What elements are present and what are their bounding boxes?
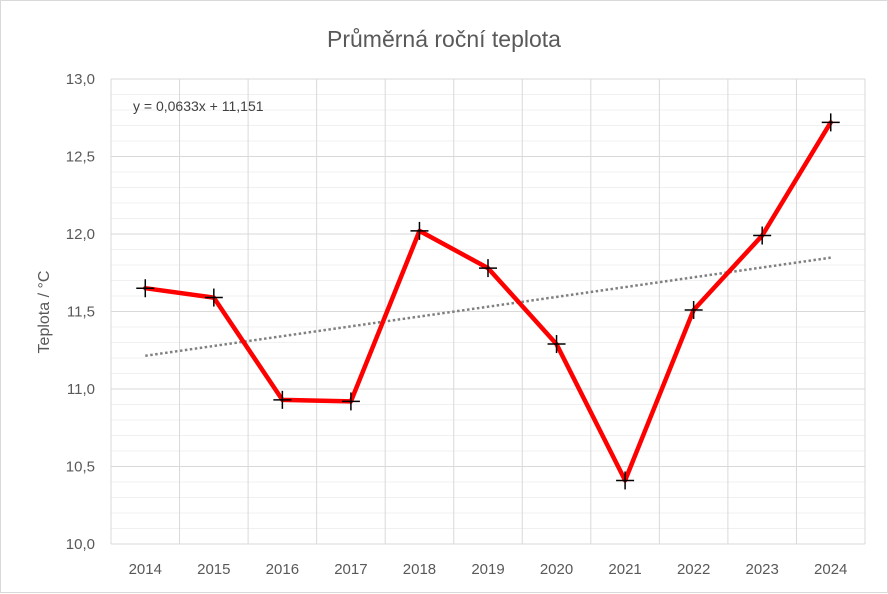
x-axis-tick-labels: 2014 2015 2016 2017 2018 2019 2020 2021 2022 2023… — [129, 561, 848, 578]
series-markers — [136, 113, 840, 490]
y-tick-label: 12,5 — [66, 149, 95, 166]
x-tick-label: 2015 — [197, 561, 230, 578]
data-point-marker — [341, 392, 360, 411]
x-tick-label: 2018 — [403, 561, 436, 578]
data-point-marker — [273, 390, 292, 409]
data-point-marker — [684, 300, 703, 319]
x-tick-label: 2021 — [608, 561, 641, 578]
x-tick-label: 2023 — [745, 561, 778, 578]
trendline — [145, 256, 831, 358]
y-tick-label: 11,5 — [67, 304, 95, 321]
data-point-marker — [547, 335, 566, 354]
x-tick-label: 2016 — [266, 561, 299, 578]
x-tick-label: 2024 — [814, 561, 847, 578]
y-tick-label: 12,0 — [66, 226, 95, 243]
y-axis-tick-labels: 10,0 10,5 11,0 11,5 12,0 12,5 13,0 — [66, 71, 95, 553]
y-tick-label: 13,0 — [66, 71, 95, 88]
y-axis-title: Teplota / °C — [36, 271, 53, 354]
y-tick-label: 10,5 — [66, 459, 95, 476]
chart-title: Průměrná roční teplota — [327, 26, 561, 52]
data-point-marker — [821, 113, 840, 132]
data-point-marker — [136, 279, 155, 298]
major-gridlines — [110, 78, 866, 545]
y-tick-label: 11,0 — [67, 381, 95, 398]
data-point-marker — [410, 221, 429, 240]
x-tick-label: 2020 — [540, 561, 573, 578]
y-tick-label: 10,0 — [66, 536, 95, 553]
x-tick-label: 2019 — [471, 561, 504, 578]
data-point-marker — [479, 259, 497, 278]
data-point-marker — [204, 288, 223, 307]
data-point-marker — [616, 471, 635, 490]
data-point-marker — [753, 226, 772, 245]
x-tick-label: 2017 — [334, 561, 367, 578]
x-tick-label: 2022 — [677, 561, 710, 578]
x-tick-label: 2014 — [129, 561, 162, 578]
trendline-line — [145, 256, 831, 358]
trendline-equation: y = 0,0633x + 11,151 — [133, 98, 264, 114]
